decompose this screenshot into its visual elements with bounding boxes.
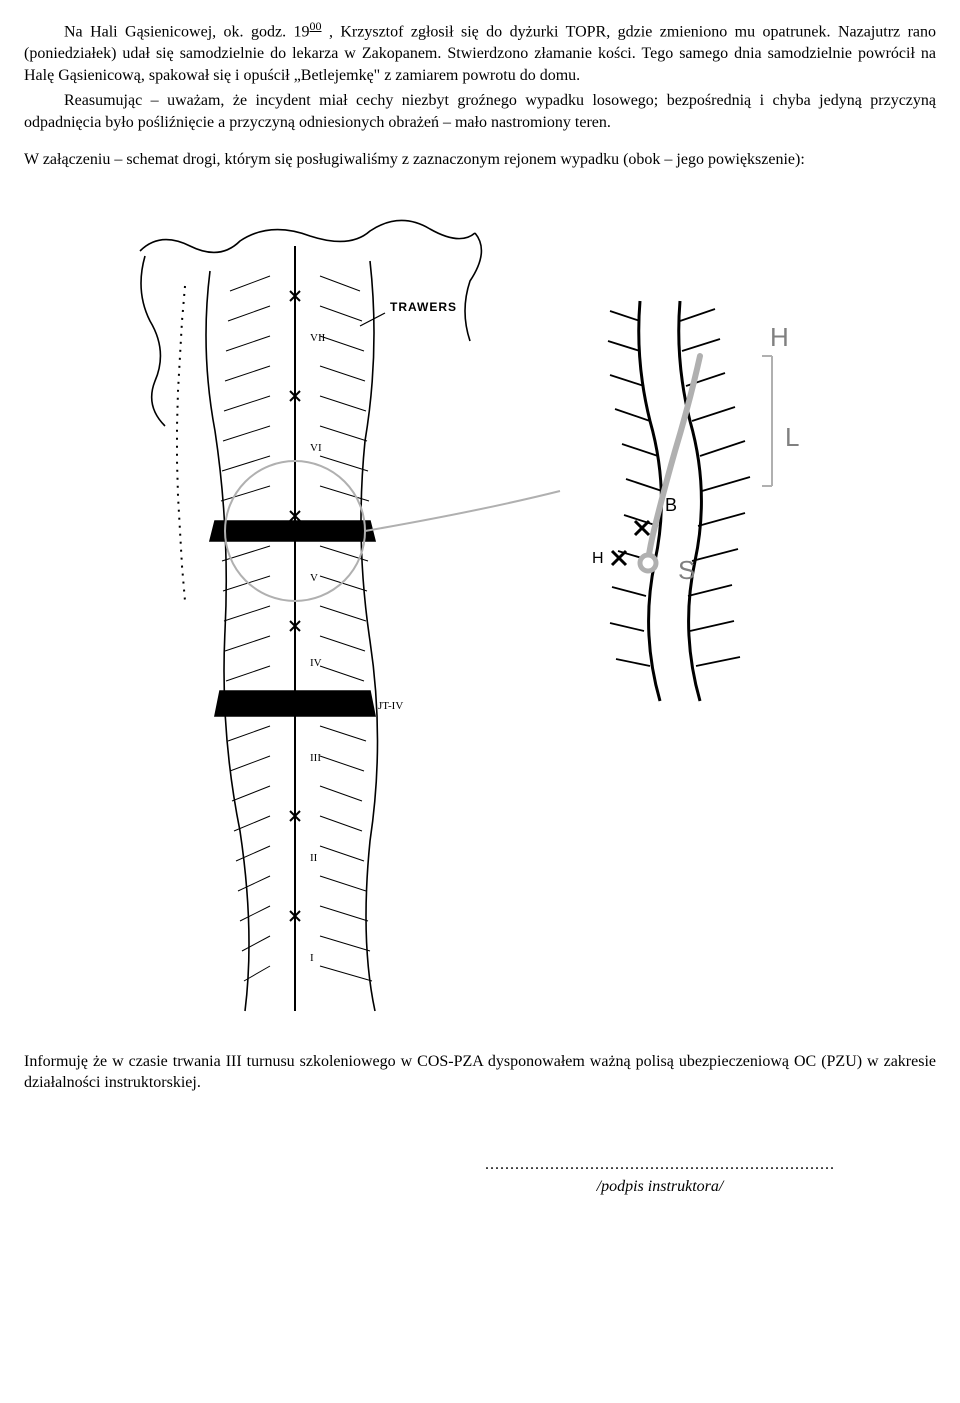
- svg-text:V: V: [310, 572, 318, 584]
- signature-block: ........................................…: [24, 1154, 936, 1197]
- para1-text-a: Na Hali Gąsienicowej, ok. godz. 19: [64, 23, 310, 40]
- route-diagram-svg: VII VI V IV III II I TRAWERS JT-IV: [120, 191, 840, 1031]
- svg-text:I: I: [310, 952, 314, 964]
- para1-superscript: 00: [310, 19, 322, 33]
- svg-text:IV: IV: [310, 657, 322, 669]
- route-diagram: VII VI V IV III II I TRAWERS JT-IV: [24, 191, 936, 1031]
- svg-text:B: B: [665, 495, 677, 515]
- svg-text:H: H: [770, 322, 789, 352]
- paragraph-4: Informuję że w czasie trwania III turnus…: [24, 1051, 936, 1094]
- paragraph-3: W załączeniu – schemat drogi, którym się…: [24, 149, 936, 171]
- svg-text:TRAWERS: TRAWERS: [390, 300, 457, 314]
- svg-text:JT-IV: JT-IV: [378, 700, 403, 712]
- signature-label: /podpis instruktora/: [384, 1176, 936, 1198]
- signature-line: ........................................…: [384, 1154, 936, 1176]
- svg-text:H: H: [592, 550, 604, 567]
- svg-text:VI: VI: [310, 442, 322, 454]
- svg-text:L: L: [785, 422, 799, 452]
- paragraph-2: Reasumując – uważam, że incydent miał ce…: [24, 90, 936, 133]
- svg-text:VII: VII: [310, 332, 326, 344]
- svg-text:II: II: [310, 852, 318, 864]
- svg-text:S: S: [678, 555, 695, 585]
- paragraph-1: Na Hali Gąsienicowej, ok. godz. 1900 , K…: [24, 18, 936, 86]
- svg-text:III: III: [310, 752, 321, 764]
